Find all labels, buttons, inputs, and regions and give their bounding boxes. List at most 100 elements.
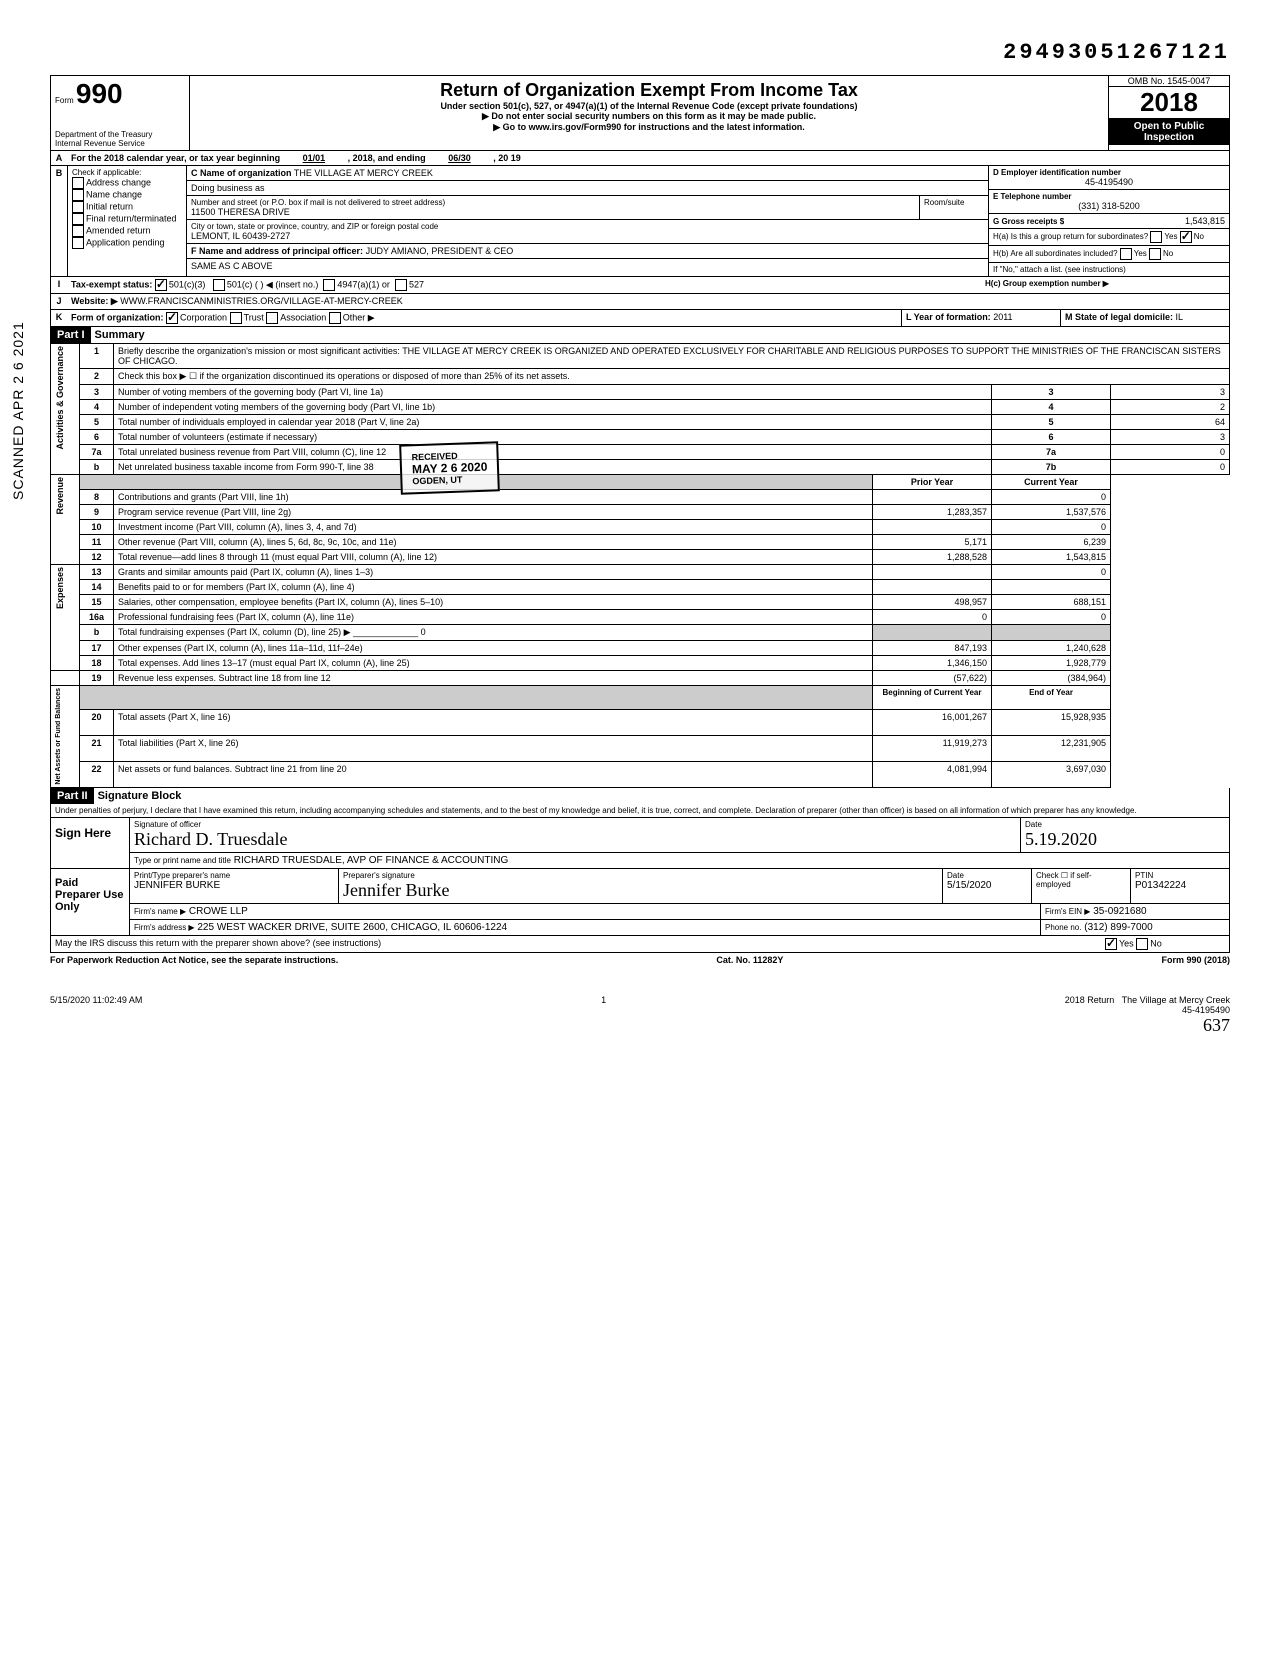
501c-b: ) ◀ (insert no.) <box>260 279 318 289</box>
assoc: Association <box>280 312 326 322</box>
phone-label: Phone no. <box>1045 923 1081 932</box>
4947-checkbox[interactable] <box>323 279 335 291</box>
cat-no: Cat. No. 11282Y <box>716 955 783 965</box>
discuss-no: No <box>1150 938 1162 948</box>
corp-checkbox[interactable] <box>166 312 178 324</box>
gross-receipts: 1,543,815 <box>1185 216 1225 226</box>
date-label: Date <box>1025 820 1225 829</box>
inspection: Inspection <box>1111 132 1227 143</box>
handwritten-num: 637 <box>50 1015 1230 1036</box>
name-title-label: Type or print name and title <box>134 856 231 865</box>
501c3: 501(c)(3) <box>169 279 206 289</box>
sig-date: 5.19.2020 <box>1025 829 1225 850</box>
prep-name: JENNIFER BURKE <box>134 880 334 891</box>
g-label: G Gross receipts $ <box>993 217 1064 226</box>
other-checkbox[interactable] <box>329 312 341 324</box>
ptin-label: PTIN <box>1135 871 1225 880</box>
firm-label: Firm's name ▶ <box>134 907 186 916</box>
website: WWW.FRANCISCANMINISTRIES.ORG/VILLAGE-AT-… <box>120 296 403 306</box>
ha-yes[interactable] <box>1150 231 1162 243</box>
i-label: Tax-exempt status: <box>71 279 152 289</box>
initial-checkbox[interactable] <box>72 201 84 213</box>
entity-name: The Village at Mercy Creek <box>1122 995 1230 1005</box>
declaration: Under penalties of perjury, I declare th… <box>51 804 1141 817</box>
final-checkbox[interactable] <box>72 213 84 225</box>
hb-yes[interactable] <box>1120 248 1132 260</box>
self-emp: Check ☐ if self-employed <box>1032 869 1131 903</box>
dba-label: Doing business as <box>187 181 988 196</box>
open-public: Open to Public <box>1111 121 1227 132</box>
line1-label: Briefly describe the organization's miss… <box>118 346 400 356</box>
prep-date: 5/15/2020 <box>947 880 1027 891</box>
assoc-checkbox[interactable] <box>266 312 278 324</box>
firm-ein: 35-0921680 <box>1093 906 1146 917</box>
room-label: Room/suite <box>920 196 988 219</box>
timestamp: 5/15/2020 11:02:49 AM <box>50 995 142 1015</box>
addr-label: Number and street (or P.O. box if mail i… <box>191 198 915 207</box>
501c: 501(c) ( <box>227 279 258 289</box>
firm-ein-label: Firm's EIN ▶ <box>1045 907 1090 916</box>
form-title: Return of Organization Exempt From Incom… <box>194 80 1104 101</box>
page-num: 1 <box>601 995 606 1015</box>
firm-addr: 225 WEST WACKER DRIVE, SUITE 2600, CHICA… <box>197 922 507 933</box>
discuss: May the IRS discuss this return with the… <box>51 936 1101 952</box>
pending: Application pending <box>86 237 165 247</box>
label-b: B <box>51 166 68 276</box>
net-label: Net Assets or Fund Balances <box>55 688 62 785</box>
corp: Corporation <box>180 312 227 322</box>
hc-label: H(c) Group exemption number ▶ <box>981 277 1229 293</box>
form-footer: Form 990 (2018) <box>1161 955 1230 965</box>
discuss-yes-checkbox[interactable] <box>1105 938 1117 950</box>
firm-name: CROWE LLP <box>189 906 248 917</box>
line-a-mid: , 2018, and ending <box>348 153 426 163</box>
discuss-yes: Yes <box>1119 938 1134 948</box>
ein: 45-4195490 <box>993 177 1225 187</box>
begin-year: Beginning of Current Year <box>873 686 992 710</box>
ha-no[interactable] <box>1180 231 1192 243</box>
dept: Department of the Treasury <box>55 130 185 139</box>
discuss-no-checkbox[interactable] <box>1136 938 1148 950</box>
header-number: 29493051267121 <box>50 40 1230 65</box>
4947: 4947(a)(1) or <box>337 279 390 289</box>
prep-sig-label: Preparer's signature <box>343 871 938 880</box>
527: 527 <box>409 279 424 289</box>
trust-checkbox[interactable] <box>230 312 242 324</box>
addr-change-checkbox[interactable] <box>72 177 84 189</box>
received-stamp: RECEIVED MAY 2 6 2020 OGDEN, UT <box>399 441 500 494</box>
name-change-checkbox[interactable] <box>72 189 84 201</box>
paperwork: For Paperwork Reduction Act Notice, see … <box>50 955 338 965</box>
e-label: E Telephone number <box>993 192 1225 201</box>
d-label: D Employer identification number <box>993 168 1225 177</box>
m-label: M State of legal domicile: <box>1065 312 1173 322</box>
hb-label: H(b) Are all subordinates included? <box>993 249 1118 258</box>
527-checkbox[interactable] <box>395 279 407 291</box>
501c-checkbox[interactable] <box>213 279 225 291</box>
prep-name-label: Print/Type preparer's name <box>134 871 334 880</box>
m-value: IL <box>1176 312 1184 322</box>
label-i: I <box>51 277 67 293</box>
amended: Amended return <box>86 225 151 235</box>
sig-label: Signature of officer <box>134 820 1016 829</box>
c-name-label: C Name of organization <box>191 168 292 178</box>
hb-no[interactable] <box>1149 248 1161 260</box>
officer-signature: Richard D. Truesdale <box>134 829 1016 850</box>
footer-ein: 45-4195490 <box>1182 1005 1230 1015</box>
org-name: THE VILLAGE AT MERCY CREEK <box>294 168 433 178</box>
pending-checkbox[interactable] <box>72 237 84 249</box>
sign-here-label: Sign Here <box>51 818 130 868</box>
form-number: 990 <box>76 78 123 109</box>
501c3-checkbox[interactable] <box>155 279 167 291</box>
form-prefix: Form <box>55 96 74 105</box>
check-applicable: Check if applicable: <box>72 168 182 177</box>
irs: Internal Revenue Service <box>55 139 185 148</box>
omb: OMB No. 1545-0047 <box>1109 76 1229 86</box>
current-year: Current Year <box>992 475 1111 490</box>
exp-label: Expenses <box>55 567 65 609</box>
initial: Initial return <box>86 201 133 211</box>
form-header: Form 990 Department of the Treasury Inte… <box>50 75 1230 151</box>
phone: (331) 318-5200 <box>993 201 1225 211</box>
j-label: Website: ▶ <box>71 296 118 306</box>
officer-name: RICHARD TRUESDALE, AVP OF FINANCE & ACCO… <box>234 855 509 866</box>
part1-header: Part I <box>51 327 91 343</box>
amended-checkbox[interactable] <box>72 225 84 237</box>
